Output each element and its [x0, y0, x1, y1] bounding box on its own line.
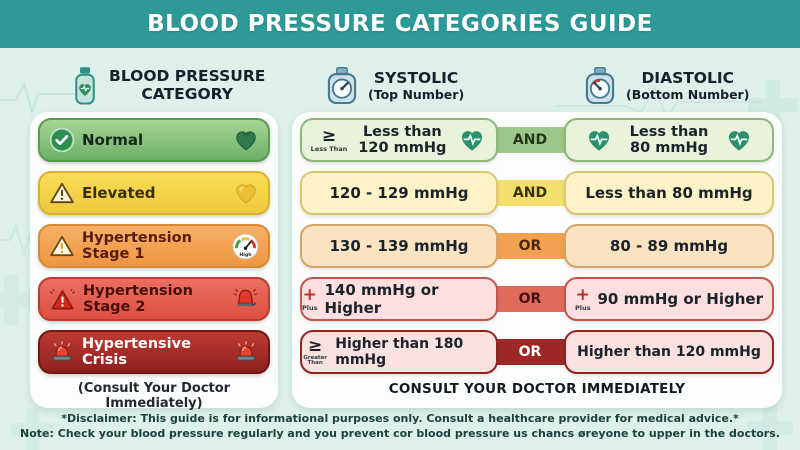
- warning-triangle-icon: [49, 181, 75, 205]
- yellow-heart-icon: [233, 181, 259, 205]
- bp-gauge-icon: [325, 66, 359, 106]
- heart-pulse-icon: [457, 127, 487, 153]
- systolic-column-subtitle: (Top Number): [368, 86, 465, 102]
- diastolic-cell-stage1: 80 - 89 mmHg: [564, 224, 774, 268]
- red-warning-triangle-icon: [49, 287, 76, 312]
- connector-label: OR: [518, 344, 542, 360]
- diastolic-cell-elevated: Less than 80 mmHg: [564, 171, 774, 215]
- connector-label: OR: [518, 291, 542, 307]
- category-footer-note: (Consult Your Doctor Immediately): [77, 381, 231, 411]
- symbol-caption: Plus: [575, 303, 591, 312]
- diastolic-column-title: DIASTOLIC: [641, 68, 734, 87]
- column-header-diastolic: DIASTOLIC (Bottom Number): [583, 66, 749, 106]
- diastolic-value: Higher than 120 mmHg: [577, 344, 761, 360]
- siren-icon: [233, 340, 259, 365]
- column-header-systolic: SYSTOLIC (Top Number): [325, 66, 464, 106]
- plus-icon: + Plus: [575, 284, 591, 312]
- diastolic-value: Less than 80 mmHg: [629, 123, 709, 156]
- connector-label: OR: [518, 238, 542, 254]
- siren-icon: [49, 340, 75, 365]
- connector-label: AND: [512, 132, 548, 148]
- category-pill-crisis: Hypertensive Crisis: [38, 330, 270, 374]
- diastolic-cell-crisis: Higher than 120 mmHg: [564, 330, 774, 374]
- heart-pulse-icon: [584, 127, 614, 153]
- category-label: Hypertension Stage 1: [82, 230, 192, 262]
- symbol-caption: Greater Than: [303, 354, 327, 366]
- diastolic-cell-normal: Less than 80 mmHg: [564, 118, 774, 162]
- category-label: Hypertension Stage 2: [83, 283, 193, 315]
- systolic-column-title: SYSTOLIC: [373, 68, 459, 87]
- category-pill-elevated: Elevated: [38, 171, 270, 215]
- category-pill-stage1: Hypertension Stage 1 High: [38, 224, 270, 268]
- symbol-glyph: ≥: [308, 335, 323, 356]
- connector-label: AND: [512, 185, 548, 201]
- systolic-cell-crisis: ≥ Greater Than Higher than 180 mmHg: [300, 330, 498, 374]
- warning-triangle-icon: [49, 234, 75, 258]
- check-circle-icon: [49, 127, 75, 153]
- page-title: BLOOD PRESSURE CATEGORIES GUIDE: [147, 11, 653, 37]
- systolic-cell-stage2: + Plus 140 mmHg or Higher: [300, 277, 498, 321]
- disclaimer-line2: Note: Check your blood pressure regularl…: [20, 427, 780, 440]
- category-label: Normal: [82, 131, 144, 149]
- category-column-title-line1: BLOOD PRESSURE: [109, 67, 266, 86]
- alarm-bell-icon: [232, 286, 259, 312]
- values-footer-note: CONSULT YOUR DOCTOR IMMEDIATELY: [388, 381, 686, 397]
- plus-icon: + Plus: [302, 284, 318, 312]
- heart-pulse-icon: [724, 127, 754, 153]
- greater-equal-icon: ≥ Less Than: [310, 125, 348, 153]
- symbol-glyph: +: [302, 284, 317, 305]
- symbol-glyph: +: [575, 284, 590, 305]
- header-banner: BLOOD PRESSURE CATEGORIES GUIDE: [0, 0, 800, 48]
- systolic-value: Higher than 180 mmHg: [335, 336, 464, 368]
- symbol-caption: Less Than: [310, 144, 348, 153]
- systolic-cell-stage1: 130 - 139 mmHg: [300, 224, 498, 268]
- diastolic-value: 90 mmHg or Higher: [597, 290, 763, 308]
- diastolic-cell-stage2: + Plus 90 mmHg or Higher: [564, 277, 774, 321]
- category-label: Hypertensive Crisis: [82, 336, 191, 368]
- high-gauge-icon: High: [232, 233, 259, 260]
- medical-cross-decoration: [0, 275, 34, 325]
- systolic-value: Less than 120 mmHg: [358, 123, 447, 156]
- bp-gauge-icon: [583, 66, 617, 106]
- category-column-title-line2: CATEGORY: [141, 85, 233, 103]
- medicine-bottle-heart-icon: [70, 66, 100, 106]
- greater-equal-icon: ≥ Greater Than: [302, 335, 328, 367]
- systolic-cell-normal: ≥ Less Than Less than 120 mmHg: [300, 118, 498, 162]
- category-pill-normal: Normal: [38, 118, 270, 162]
- column-header-category: BLOOD PRESSURE CATEGORY: [70, 66, 265, 106]
- category-label: Elevated: [82, 184, 156, 202]
- diastolic-value: Less than 80 mmHg: [585, 184, 753, 202]
- svg-text:High: High: [239, 252, 251, 258]
- anatomical-heart-icon: [233, 128, 259, 152]
- diastolic-column-subtitle: (Bottom Number): [626, 86, 750, 102]
- systolic-value: 130 - 139 mmHg: [329, 237, 469, 255]
- symbol-glyph: ≥: [321, 125, 337, 146]
- systolic-value: 120 - 129 mmHg: [329, 184, 469, 202]
- diastolic-value: 80 - 89 mmHg: [609, 237, 729, 255]
- symbol-caption: Plus: [302, 303, 318, 312]
- systolic-value: 140 mmHg or Higher: [324, 281, 439, 317]
- disclaimer-line1: *Disclaimer: This guide is for informati…: [61, 412, 739, 425]
- category-pill-stage2: Hypertension Stage 2: [38, 277, 270, 321]
- systolic-cell-elevated: 120 - 129 mmHg: [300, 171, 498, 215]
